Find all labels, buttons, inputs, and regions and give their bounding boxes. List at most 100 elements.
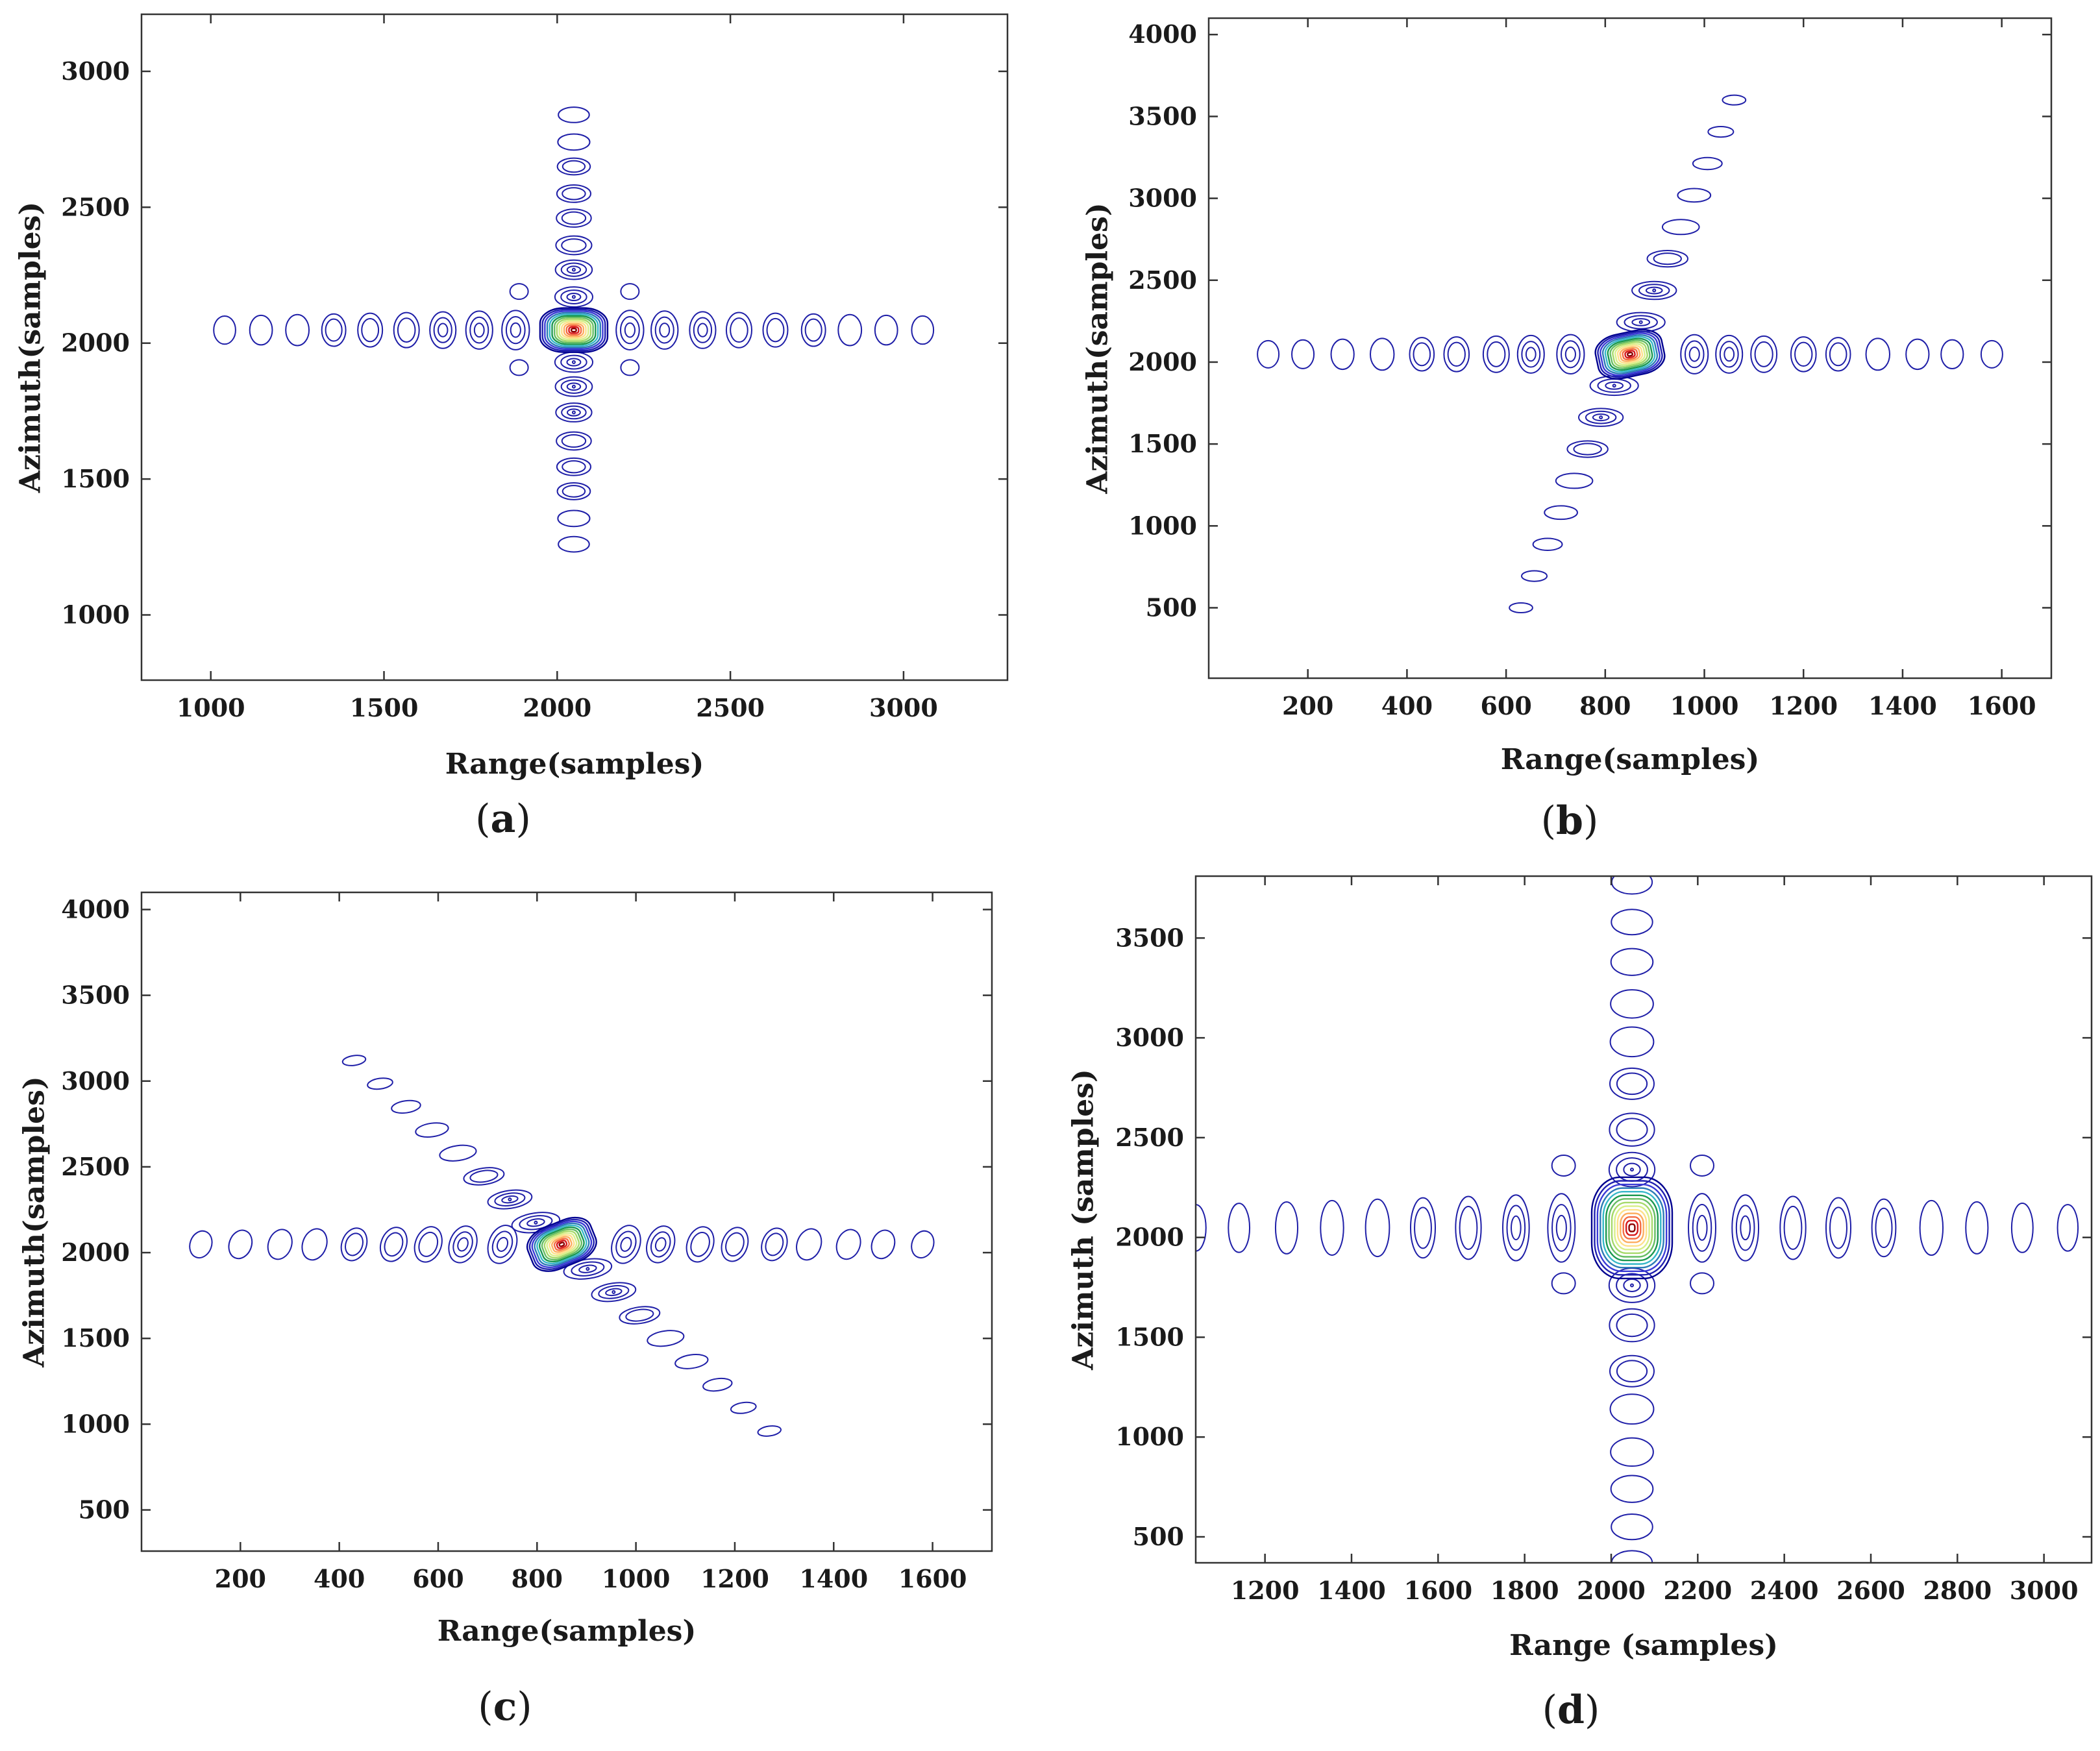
main-lobe-contour: [556, 1240, 568, 1249]
range-sidelobe: [1825, 1197, 1852, 1259]
main-lobe-contour: [553, 1238, 570, 1251]
sidelobe-contour: [2010, 1203, 2034, 1253]
sidelobe-contour: [690, 1232, 710, 1257]
azimuth-sidelobe: [1609, 1026, 1655, 1058]
sidelobe-contour: [558, 535, 590, 553]
sidelobe-contour: [1521, 341, 1541, 368]
sidelobe-contour: [1414, 1206, 1432, 1249]
sidelobe-contour: [1940, 339, 1964, 370]
sidelobe-contour: [465, 310, 493, 350]
sidelobe-contour: [556, 208, 592, 228]
range-sidelobe: [611, 1225, 641, 1264]
x-tick-label: 1600: [898, 1564, 967, 1593]
sidelobe-contour: [702, 1377, 733, 1392]
plot-area: [1257, 94, 2003, 613]
sidelobe-contour: [566, 382, 582, 391]
sidelobe-contour: [1610, 989, 1654, 1019]
x-tick-label: 800: [1579, 691, 1631, 720]
range-sidelobe: [1556, 334, 1585, 375]
range-sidelobe: [650, 310, 679, 350]
sidelobe-contour: [340, 1227, 368, 1262]
range-sidelobe: [1680, 334, 1709, 374]
chart-panel-c: 200 400 600 800 1000 1200 1400 1600 500 1000 1500 2…: [18, 891, 993, 1730]
main-lobe-contour: [538, 1226, 585, 1263]
sidelobe-contour: [526, 1218, 545, 1227]
range-sidelobe: [1501, 1194, 1530, 1262]
sidelobe-contour: [1829, 342, 1847, 367]
azimuth-sidelobe: [619, 1306, 661, 1325]
x-tick-label: 2000: [1577, 1576, 1646, 1605]
sidelobe-contour: [566, 358, 582, 367]
sidelobe-contour: [1624, 315, 1658, 330]
range-sidelobe: [357, 312, 384, 348]
y-tick-label: 3000: [61, 1066, 130, 1096]
sidelobe-contour: [624, 322, 636, 338]
sidelobe-contour: [429, 311, 457, 349]
range-sidelobe: [1365, 1198, 1390, 1258]
main-lobe-contour: [1601, 334, 1659, 374]
sidelobe-contour: [659, 323, 671, 338]
azimuth-sidelobe: [1610, 1437, 1654, 1467]
range-sidelobe: [1731, 1194, 1760, 1262]
sidelobe-contour: [654, 316, 674, 344]
x-tick-label: 1400: [1868, 691, 1937, 720]
range-sidelobe: [911, 1230, 935, 1259]
azimuth-sidelobe: [556, 184, 591, 203]
sidelobe-contour: [1443, 336, 1470, 373]
sidelobe-contour: [1965, 1201, 1989, 1255]
main-lobe-contour: [1619, 346, 1641, 362]
sidelobe-contour: [556, 482, 591, 500]
x-tick-label: 1200: [1769, 691, 1838, 720]
main-lobe-contour: [534, 1222, 590, 1266]
main-lobe-contour: [558, 1242, 565, 1247]
sidelobe-contour: [1692, 1204, 1712, 1252]
sidelobe-contour: [835, 1229, 861, 1260]
sidelobe-contour: [1616, 1273, 1648, 1298]
sidelobe-contour: [357, 312, 384, 348]
range-sidelobe: [1905, 338, 1930, 371]
sidelobe-contour: [1330, 338, 1355, 371]
sidelobe-contour: [725, 312, 753, 349]
main-lobe-contour: [551, 315, 597, 345]
main-lobe-contour: [1625, 1219, 1639, 1236]
range-sidelobe: [213, 315, 236, 345]
sidelobe-contour: [433, 317, 452, 343]
main-lobe-contour: [1614, 1205, 1650, 1251]
sidelobe-contour: [1365, 1198, 1390, 1258]
sidelobe-contour: [555, 402, 593, 422]
main-lobe-contour: [1594, 328, 1666, 380]
sidelobe-contour: [556, 431, 592, 451]
main-lobe-contour: [539, 307, 609, 353]
main-lobe-contour: [549, 313, 599, 347]
azimuth-sidelobe: [554, 351, 594, 373]
main-lobe-contour: [1600, 1187, 1664, 1269]
azimuth-sidelobe: [554, 376, 593, 397]
main-lobe-contour: [1600, 332, 1661, 376]
sidelobe-contour: [321, 313, 347, 347]
cross-sidelobe: [509, 283, 529, 300]
sidelobe-contour: [1532, 537, 1563, 551]
range-sidelobe: [340, 1227, 368, 1262]
azimuth-sidelobe: [554, 286, 593, 308]
main-lobe-contour: [528, 1218, 595, 1270]
y-tick-label: 3500: [61, 981, 130, 1010]
azimuth-sidelobe: [554, 259, 593, 280]
cross-sidelobe: [1551, 1154, 1576, 1177]
sidelobe-contour: [1652, 288, 1657, 293]
plot-frame: [1207, 17, 2053, 680]
sidelobe-contour: [556, 184, 591, 203]
sidelobe-contour: [611, 1290, 616, 1294]
sidelobe-contour: [566, 265, 582, 274]
sidelobe-contour: [439, 1144, 477, 1162]
sidelobe-contour: [415, 1122, 449, 1138]
range-sidelobe: [1919, 1199, 1944, 1256]
range-sidelobe: [1980, 339, 2003, 369]
main-lobe-contour: [543, 1230, 580, 1259]
azimuth-sidelobe: [1610, 989, 1654, 1019]
main-lobe-contour: [1607, 337, 1653, 371]
sidelobe-contour: [1605, 381, 1624, 390]
sidelobe-contour: [341, 1055, 367, 1066]
sidelobe-contour: [501, 310, 530, 350]
x-axis-title: Range (samples): [1509, 1629, 1778, 1662]
sidelobe-contour: [361, 317, 380, 343]
